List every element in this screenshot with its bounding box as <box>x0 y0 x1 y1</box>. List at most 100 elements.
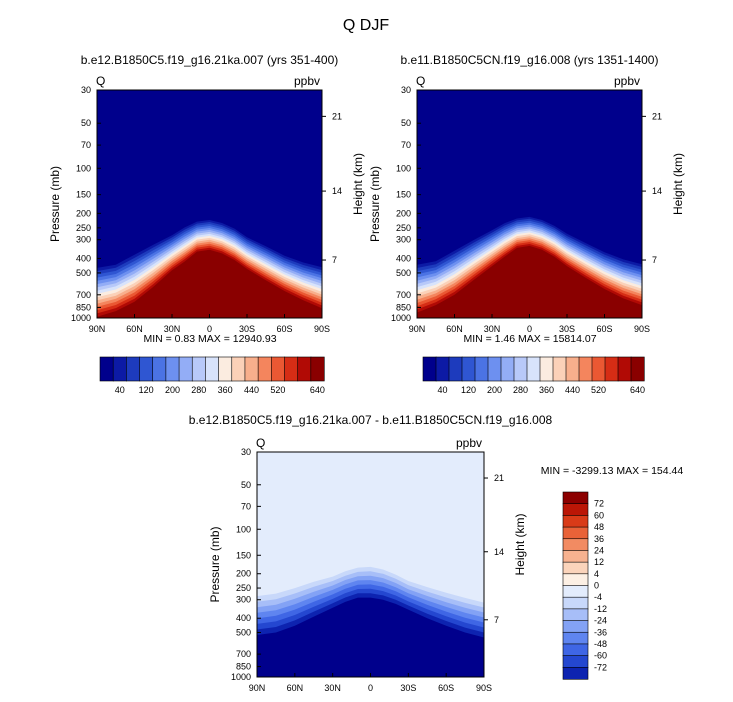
height-tick-label: 7 <box>332 255 337 265</box>
pressure-tick-label: 850 <box>396 302 411 312</box>
colorbar-label: 36 <box>594 534 604 544</box>
pressure-tick-label: 50 <box>401 118 411 128</box>
contour-band <box>417 245 642 318</box>
contour-band <box>97 249 322 318</box>
colorbar-swatch <box>218 356 233 382</box>
pressure-tick-label: 300 <box>396 235 411 245</box>
colorbar-swatch <box>591 356 606 382</box>
colorbar-swatch <box>617 356 632 382</box>
pressure-tick-label: 700 <box>396 290 411 300</box>
height-tick-label: 14 <box>652 186 662 196</box>
colorbar-swatch <box>562 526 589 540</box>
panel-title: b.e11.B1850C5CN.f19_g16.008 (yrs 1351-14… <box>401 53 659 67</box>
colorbar-swatch <box>562 631 589 645</box>
colorbar-swatch <box>435 356 450 382</box>
pressure-tick-label: 70 <box>241 501 251 511</box>
pressure-tick-label: 500 <box>76 268 91 278</box>
lat-tick-label: 30S <box>559 324 575 334</box>
height-tick-label: 21 <box>332 111 342 121</box>
lat-tick-label: 0 <box>207 324 212 334</box>
colorbar-swatch <box>205 356 220 382</box>
colorbar-label: -72 <box>594 662 607 672</box>
colorbar-swatch <box>562 596 589 610</box>
plot-area <box>97 90 322 318</box>
pressure-tick-label: 1000 <box>71 313 91 323</box>
height-tick-label: 14 <box>332 186 342 196</box>
lat-tick-label: 60N <box>287 683 304 693</box>
colorbar-label: 440 <box>565 385 580 395</box>
colorbar-swatch <box>284 356 299 382</box>
colorbar-swatch <box>562 573 589 587</box>
colorbar-swatch <box>487 356 502 382</box>
lat-tick-label: 90N <box>89 324 106 334</box>
pressure-tick-label: 500 <box>236 628 251 638</box>
colorbar-label: -36 <box>594 627 607 637</box>
panels-group: b.e12.B1850C5.f19_g16.21ka.007 (yrs 351-… <box>48 53 685 693</box>
colorbar-swatch <box>562 491 589 505</box>
y-axis-label: Pressure (mb) <box>368 166 382 242</box>
colorbar-swatch <box>297 356 312 382</box>
panel-top-left: b.e12.B1850C5.f19_g16.21ka.007 (yrs 351-… <box>48 53 365 395</box>
y-axis-label-right: Height (km) <box>671 153 685 215</box>
colorbar-label: 24 <box>594 545 604 555</box>
colorbar-label: 200 <box>487 385 502 395</box>
colorbar: 40 120 200 280 360 440 520 640 <box>99 356 325 395</box>
plot-area <box>257 452 484 677</box>
colorbar-swatch <box>562 503 589 516</box>
pressure-tick-label: 500 <box>396 268 411 278</box>
colorbar-swatch <box>604 356 619 382</box>
colorbar-label: 72 <box>594 499 604 509</box>
colorbar-swatch <box>257 356 272 382</box>
colorbar-swatch <box>552 356 567 382</box>
colorbar-swatch <box>191 356 207 382</box>
contour-band <box>257 597 484 677</box>
colorbar-label: 520 <box>591 385 606 395</box>
pressure-tick-label: 850 <box>76 302 91 312</box>
height-tick-label: 14 <box>494 547 504 557</box>
panel-title: b.e12.B1850C5.f19_g16.21ka.007 (yrs 351-… <box>81 53 339 67</box>
lat-tick-label: 90N <box>409 324 426 334</box>
colorbar-swatch <box>562 538 589 552</box>
colorbar-swatch <box>152 356 167 382</box>
stats-text: MIN = -3299.13 MAX = 154.44 <box>541 465 684 477</box>
colorbar-label: 40 <box>115 385 125 395</box>
pressure-tick-label: 200 <box>236 569 251 579</box>
pressure-tick-label: 30 <box>401 85 411 95</box>
panel-top-right: b.e11.B1850C5CN.f19_g16.008 (yrs 1351-14… <box>368 53 685 395</box>
plot-area <box>417 90 642 318</box>
colorbar-label: 440 <box>244 385 259 395</box>
pressure-tick-label: 150 <box>396 190 411 200</box>
stats-text: MIN = 0.83 MAX = 12940.93 <box>143 333 276 345</box>
colorbar-swatch <box>562 667 589 680</box>
colorbar-swatch <box>562 585 589 598</box>
colorbar-swatch <box>500 356 515 382</box>
pressure-tick-label: 1000 <box>231 672 251 682</box>
colorbar-swatch <box>562 643 589 657</box>
pressure-tick-label: 30 <box>241 447 251 457</box>
colorbar-swatch <box>539 356 554 382</box>
pressure-tick-label: 200 <box>76 208 91 218</box>
y-axis-label-right: Height (km) <box>513 513 527 575</box>
colorbar-swatch <box>630 356 645 382</box>
pressure-tick-label: 30 <box>81 85 91 95</box>
units-label: ppbv <box>614 74 640 88</box>
pressure-tick-label: 250 <box>76 223 91 233</box>
lat-tick-label: 60N <box>446 324 463 334</box>
colorbar-swatch <box>310 356 325 382</box>
height-tick-label: 21 <box>494 473 504 483</box>
pressure-tick-label: 100 <box>396 163 411 173</box>
pressure-tick-label: 400 <box>236 613 251 623</box>
colorbar-label: 48 <box>594 522 604 532</box>
lat-tick-label: 0 <box>527 324 532 334</box>
pressure-tick-label: 50 <box>81 118 91 128</box>
pressure-tick-label: 150 <box>76 190 91 200</box>
colorbar-swatch <box>562 515 589 528</box>
colorbar-swatch <box>474 356 489 382</box>
lat-tick-label: 30N <box>164 324 181 334</box>
pressure-tick-label: 300 <box>76 235 91 245</box>
colorbar-label: 200 <box>165 385 180 395</box>
colorbar-label: 280 <box>191 385 206 395</box>
pressure-tick-label: 250 <box>396 223 411 233</box>
variable-label: Q <box>96 74 105 88</box>
